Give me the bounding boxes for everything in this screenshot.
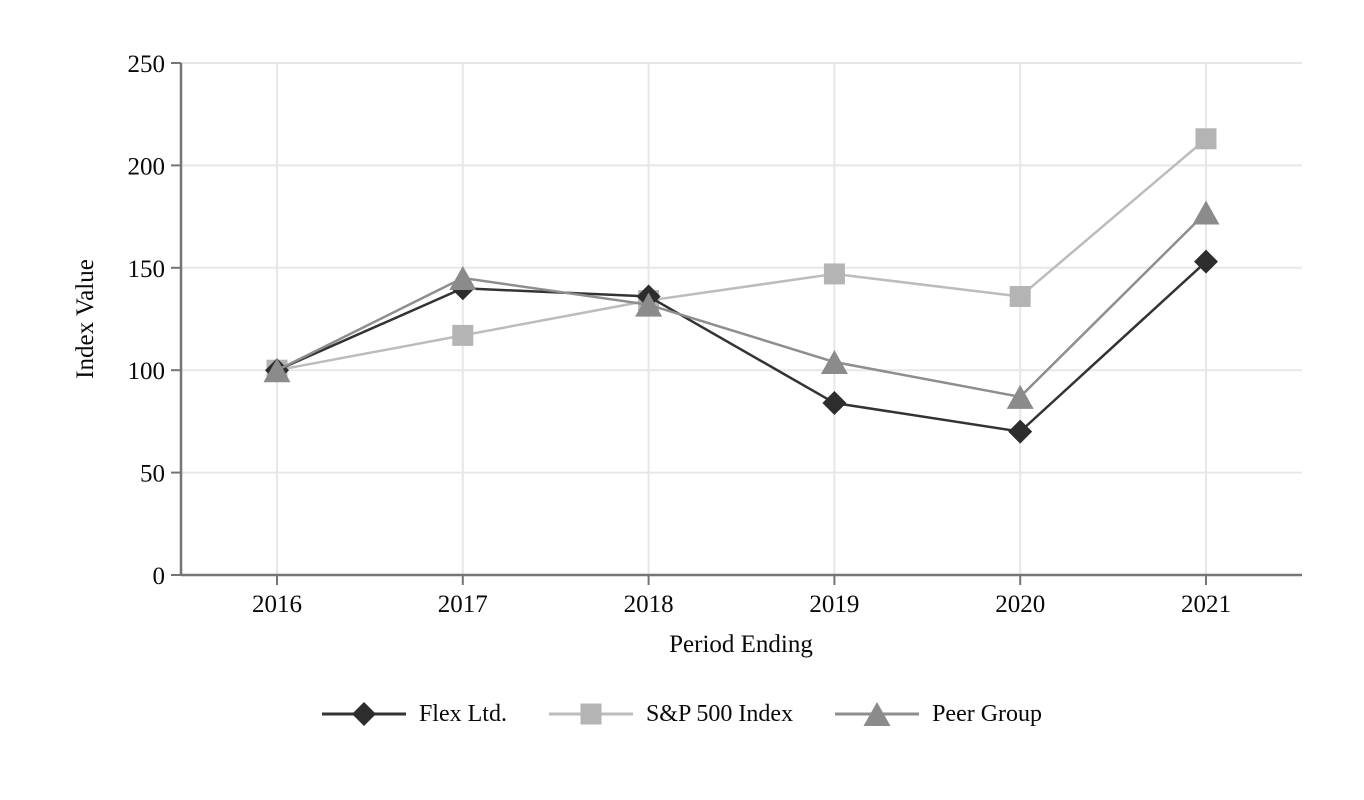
legend-marker-s-p-500-index bbox=[580, 703, 602, 725]
marker-peer-group-2016 bbox=[263, 358, 291, 383]
y-tick-label-200: 200 bbox=[128, 153, 166, 180]
series-line-s-p-500-index bbox=[276, 137, 1207, 372]
series-line-flex-ltd bbox=[276, 260, 1207, 433]
legend-item-flex-ltd: Flex Ltd. bbox=[321, 700, 507, 728]
square-marker-icon bbox=[548, 703, 633, 725]
x-tick-label-2016: 2016 bbox=[252, 591, 302, 618]
y-tick-label-100: 100 bbox=[128, 358, 166, 385]
diamond-marker-icon bbox=[321, 702, 406, 726]
y-axis-title: Index Value bbox=[72, 259, 99, 379]
chart-legend: Flex Ltd. S&P 500 Index Peer Group bbox=[0, 699, 1364, 729]
x-tick-label-2020: 2020 bbox=[995, 591, 1045, 618]
y-tick-label-150: 150 bbox=[128, 256, 166, 283]
marker-flex-ltd-2020 bbox=[1008, 419, 1033, 444]
legend-label-peer-group: Peer Group bbox=[932, 700, 1043, 727]
legend-item-s-p-500-index: S&P 500 Index bbox=[548, 700, 794, 728]
x-tick-label-2019: 2019 bbox=[809, 591, 859, 618]
legend-label-s-p-500-index: S&P 500 Index bbox=[645, 700, 794, 727]
marker-peer-group-2017 bbox=[449, 266, 477, 291]
x-tick-label-2018: 2018 bbox=[624, 591, 674, 618]
marker-s-p-500-index-2017 bbox=[452, 324, 474, 346]
marker-flex-ltd-2019 bbox=[822, 390, 847, 415]
y-tick-label-250: 250 bbox=[128, 51, 166, 78]
x-tick-label-2021: 2021 bbox=[1181, 591, 1231, 618]
tick-labels: 0 50 100 150 200 250 2016 2017 2018 2019 2020 2021 bbox=[128, 51, 1232, 618]
legend-item-peer-group: Peer Group bbox=[835, 700, 1042, 728]
series-line-peer-group bbox=[276, 211, 1207, 399]
y-tick-label-50: 50 bbox=[140, 461, 165, 488]
series-peer-group bbox=[263, 200, 1220, 409]
legend-marker-peer-group bbox=[863, 702, 891, 726]
marker-peer-group-2018 bbox=[635, 292, 663, 317]
marker-s-p-500-index-2020 bbox=[1009, 285, 1031, 307]
x-tick-label-2017: 2017 bbox=[438, 591, 488, 618]
marker-flex-ltd-2021 bbox=[1194, 249, 1218, 274]
axes bbox=[171, 62, 1302, 585]
marker-s-p-500-index-2021 bbox=[1195, 128, 1217, 150]
marker-peer-group-2020 bbox=[1006, 384, 1034, 409]
x-axis-title: Period Ending bbox=[669, 631, 813, 658]
gridlines bbox=[181, 62, 1302, 575]
triangle-marker-icon bbox=[835, 702, 920, 726]
y-tick-label-0: 0 bbox=[153, 563, 166, 590]
marker-s-p-500-index-2019 bbox=[823, 263, 845, 285]
legend-label-flex-ltd: Flex Ltd. bbox=[418, 700, 507, 727]
legend-marker-flex-ltd bbox=[351, 702, 376, 726]
marker-peer-group-2019 bbox=[820, 350, 848, 375]
marker-peer-group-2021 bbox=[1192, 200, 1220, 225]
